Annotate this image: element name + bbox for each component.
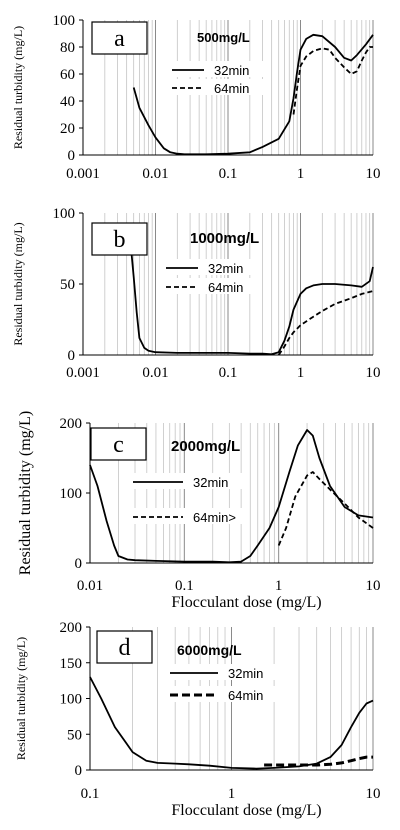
x-tick-label: 1 (297, 365, 305, 381)
y-tick-label: 20 (60, 121, 75, 137)
y-tick-label: 60 (60, 67, 75, 83)
legend-background (170, 79, 264, 95)
panel-label: d (119, 635, 131, 661)
y-tick-label: 0 (68, 148, 76, 164)
y-tick-label: 0 (75, 556, 83, 572)
legend-label: 64min (208, 280, 243, 295)
x-tick-label: 0.1 (219, 166, 238, 182)
series-line-64min (292, 46, 373, 115)
chart-panel-d: 0 50 100 150 200 0.1 1 10 Residual turbidity (mg… (14, 620, 381, 819)
legend-label: 32min (208, 261, 243, 276)
legend-background (131, 473, 243, 489)
series-line-64min (277, 471, 374, 546)
y-tick-label: 100 (53, 13, 76, 29)
panel-label-box (91, 21, 148, 55)
y-tick-label: 0 (75, 763, 83, 779)
panel-label-box (90, 427, 147, 461)
series-line-32min (132, 33, 374, 156)
y-tick-label: 100 (60, 692, 83, 708)
y-tick-label: 150 (60, 656, 83, 672)
legend-background (168, 686, 278, 702)
chart-panel-c: 0 100 200 0.01 0.1 1 10 Residual turbidity (mg/… (17, 411, 381, 611)
series-line-32min (129, 241, 374, 356)
panel-label-box (91, 222, 148, 256)
panel-label: c (113, 432, 124, 458)
x-tick-label: 0.01 (142, 365, 168, 381)
y-axis-label: Residual turbidity (mg/L) (11, 26, 25, 149)
legend-label: 64min (214, 81, 249, 96)
x-tick-label: 0.1 (175, 578, 194, 594)
legend-label: 32min (214, 63, 249, 78)
y-axis-label: Residual turbidity (mg/L) (14, 637, 28, 760)
x-tick-label: 0.01 (142, 166, 168, 182)
legend-label: 64min (228, 688, 263, 703)
x-tick-label: 10 (366, 578, 381, 594)
y-tick-label: 200 (60, 416, 83, 432)
y-tick-label: 50 (60, 277, 75, 293)
x-tick-label: 1 (275, 578, 283, 594)
panel-label: b (114, 227, 126, 253)
series-line-64min (264, 755, 373, 767)
x-tick-label: 0.1 (219, 365, 238, 381)
y-tick-label: 100 (53, 206, 76, 222)
series-line-64min (277, 290, 374, 356)
panel-label: a (114, 26, 125, 52)
y-tick-label: 40 (60, 94, 75, 110)
legend-label: 32min (228, 666, 263, 681)
y-axis-label: Residual turbidity (mg/L) (11, 222, 25, 345)
panel-label-box (96, 630, 153, 664)
x-tick-label: 10 (366, 786, 381, 802)
x-tick-label: 0.001 (66, 365, 100, 381)
legend-background (164, 278, 258, 294)
x-tick-label: 1 (297, 166, 305, 182)
legend-label: 64min> (193, 510, 236, 525)
legend-background (131, 508, 243, 524)
y-tick-label: 0 (68, 348, 76, 364)
chart-title: 1000mg/L (190, 230, 259, 247)
x-tick-label: 0.1 (81, 786, 100, 802)
series-line-32min (89, 429, 374, 564)
legend-background (164, 259, 258, 275)
x-tick-label: 10 (366, 166, 381, 182)
chart-panel-b: 0 50 100 0.001 0.01 0.1 1 10 Residual turbidity … (11, 206, 381, 381)
y-tick-label: 80 (60, 40, 75, 56)
x-axis-label: Flocculant dose (mg/L) (171, 594, 321, 611)
y-tick-label: 100 (60, 486, 83, 502)
chart-panel-a: 0 20 40 60 80 100 0.001 0.01 0.1 1 10 Residual turb… (11, 13, 381, 182)
x-axis-label: Flocculant dose (mg/L) (171, 802, 321, 819)
legend-background (168, 664, 278, 680)
x-tick-label: 0.01 (77, 578, 103, 594)
series-line-32min (89, 676, 374, 770)
y-tick-label: 200 (60, 620, 83, 636)
x-tick-label: 10 (366, 365, 381, 381)
chart-title: 6000mg/L (177, 642, 242, 658)
legend-background (170, 61, 264, 77)
legend-label: 32min (193, 475, 228, 490)
x-tick-label: 1 (228, 786, 236, 802)
y-axis-label: Residual turbidity (mg/L) (17, 411, 34, 575)
x-tick-label: 0.001 (66, 166, 100, 182)
y-tick-label: 50 (67, 727, 82, 743)
chart-title: 2000mg/L (171, 438, 240, 455)
chart-title: 500mg/L (197, 30, 250, 45)
